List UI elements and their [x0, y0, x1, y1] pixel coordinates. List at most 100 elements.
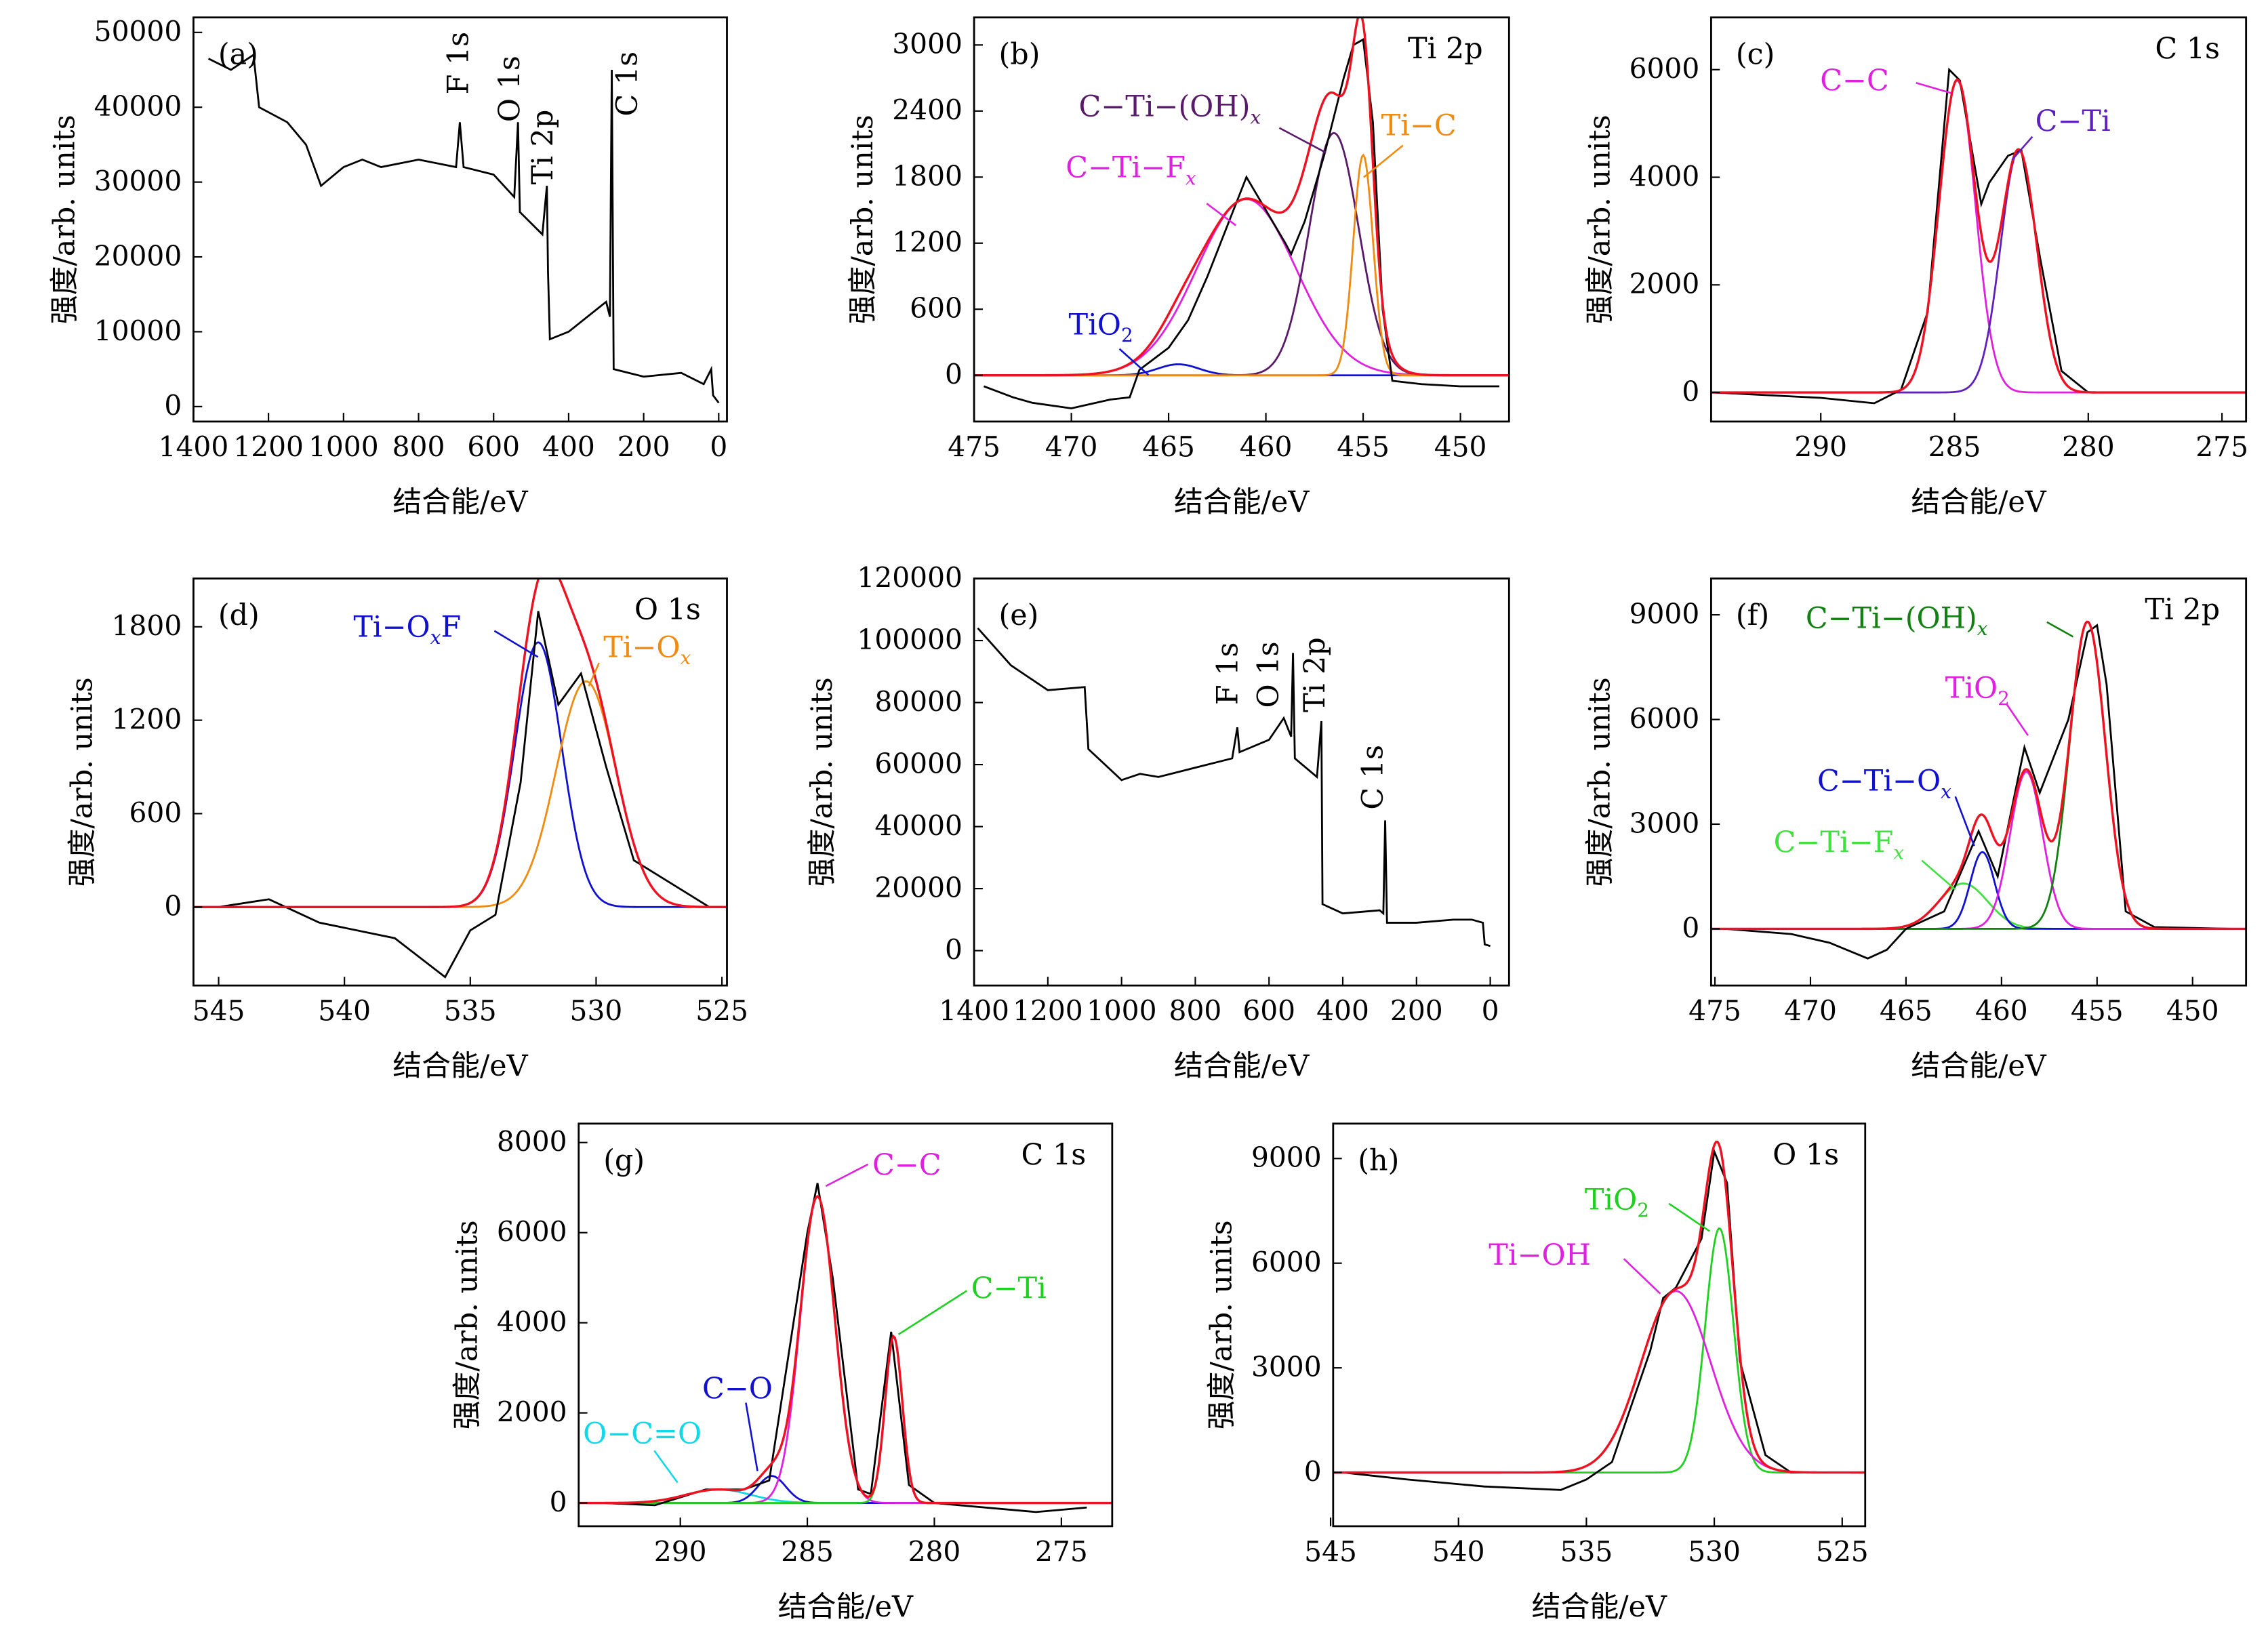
panel-f: 475 470 465 460 455 450 0 3000 6000 9000 结合能/eV 强度/… — [1583, 577, 2248, 1083]
y-tick-label: 9000 — [1251, 1141, 1322, 1174]
x-tick-label: 400 — [542, 430, 595, 463]
y-tick-label: 80000 — [874, 685, 963, 718]
label-main: C−Ti−(OH) — [1806, 601, 1977, 635]
x-tick-label: 800 — [392, 430, 445, 463]
label-main: TiO — [1068, 308, 1120, 342]
plot-area — [207, 53, 720, 404]
y-tick-label: 20000 — [874, 872, 963, 904]
leader-line — [653, 1450, 679, 1484]
x-tick-label: 280 — [2062, 430, 2115, 463]
fit-envelope — [193, 578, 727, 909]
x-tick-label: 285 — [1928, 430, 1981, 463]
x-tick-label: 475 — [1688, 995, 1741, 1027]
component-curve-0 — [1711, 882, 2246, 930]
plot-area — [578, 1183, 1112, 1513]
x-tick-label: 600 — [1242, 995, 1295, 1027]
panel-label: (f) — [1736, 598, 1769, 632]
y-tick-label: 0 — [945, 933, 963, 966]
component-curve-1 — [578, 1475, 1112, 1504]
component-label: Ti−Ox — [603, 630, 691, 669]
panel-label: (e) — [999, 598, 1039, 632]
leader-line — [1668, 1202, 1711, 1232]
y-tick-label: 0 — [1304, 1455, 1322, 1488]
y-tick-label: 600 — [129, 796, 182, 829]
label-sub: x — [681, 647, 691, 669]
leader-line — [825, 1163, 869, 1187]
label-main: Ti−C — [1381, 108, 1457, 142]
component-label: C−Ti−(OH)x — [1806, 601, 1988, 640]
panel-g: 290 285 280 275 0 2000 4000 6000 8000 结合能/eV 强度/ar… — [451, 1122, 1114, 1624]
x-tick-label: 460 — [1240, 430, 1293, 463]
y-tick-label: 50000 — [94, 16, 182, 48]
label-main: TiO — [1585, 1183, 1637, 1217]
leader-line — [1278, 127, 1327, 154]
leader-line — [2046, 621, 2074, 638]
panel-h: 545 540 535 530 525 0 3000 6000 9000 结合能/eV 强度/arb… — [1205, 1122, 1869, 1624]
leader-line — [1118, 348, 1150, 376]
x-tick-label: 1000 — [1087, 995, 1157, 1027]
x-tick-label: 285 — [781, 1535, 834, 1568]
leader-line — [588, 662, 600, 687]
y-tick-label: 2400 — [892, 94, 963, 127]
label-sub: 2 — [1998, 687, 2010, 710]
y-tick-label: 10000 — [94, 314, 182, 347]
label-main: Ti−O — [353, 610, 430, 644]
plot-area — [1711, 620, 2246, 960]
leader-line — [1916, 82, 1951, 94]
x-axis-label: 结合能/eV — [1911, 485, 2046, 519]
x-tick-label: 465 — [1142, 430, 1195, 463]
fit-envelope — [974, 17, 1510, 377]
plot-frame — [973, 16, 1510, 423]
component-curve-0 — [1333, 1227, 1865, 1473]
y-tick-label: 1200 — [892, 226, 963, 259]
y-tick-label: 60000 — [874, 748, 963, 780]
label-main: C−C — [872, 1148, 941, 1182]
x-tick-label: 1400 — [159, 430, 229, 463]
x-tick-label: 525 — [1816, 1535, 1869, 1568]
x-axis-label: 结合能/eV — [1174, 1049, 1310, 1083]
plot-frame — [1710, 577, 2248, 987]
component-label: TiO2 — [1068, 308, 1133, 346]
component-label: C−Ti — [971, 1271, 1047, 1305]
panel-label: (c) — [1736, 37, 1775, 71]
leader-line — [897, 1290, 968, 1335]
plot-area — [977, 627, 1491, 948]
core-level-label: O 1s — [1773, 1138, 1839, 1172]
y-tick-label: 2000 — [1629, 268, 1700, 300]
component-label: O−C=O — [583, 1417, 702, 1451]
x-tick-label: 535 — [444, 995, 497, 1027]
raw-spectrum — [983, 37, 1499, 409]
component-label: C−Ti−(OH)x — [1079, 90, 1261, 129]
x-tick-label: 455 — [2071, 995, 2124, 1027]
x-tick-label: 470 — [1784, 995, 1837, 1027]
component-label: Ti−C — [1381, 108, 1457, 142]
component-label: TiO2 — [1945, 671, 2010, 710]
leader-line — [1921, 859, 1956, 891]
label-sub: x — [1186, 167, 1196, 189]
x-axis-label: 结合能/eV — [1532, 1590, 1667, 1624]
y-tick-label: 6000 — [1251, 1246, 1322, 1279]
peak-label: Ti 2p — [526, 110, 560, 185]
label-main: C−Ti−(OH) — [1079, 90, 1251, 124]
y-tick-label: 600 — [910, 292, 963, 325]
x-tick-label: 0 — [1482, 995, 1499, 1027]
panel-e: 1400 1200 1000 800 600 400 200 0020000400006000… — [805, 561, 1510, 1083]
leader-line — [1954, 796, 1975, 847]
plot-frame — [578, 1122, 1114, 1528]
plot-area — [193, 578, 727, 979]
y-tick-label: 100000 — [857, 624, 963, 656]
label-post: F — [441, 610, 461, 644]
panel-label: (b) — [999, 37, 1040, 71]
fit-envelope — [578, 1195, 1112, 1505]
panel-label: (g) — [603, 1143, 645, 1177]
raw-spectrum — [1714, 67, 2223, 405]
component-label: C−O — [702, 1372, 773, 1406]
label-main: C−Ti — [971, 1271, 1047, 1305]
leader-line — [745, 1402, 758, 1471]
label-main: C−C — [1820, 64, 1889, 98]
component-curve-3 — [1711, 621, 2246, 930]
component-label: C−C — [1820, 64, 1889, 98]
component-label: C−Ti−Fx — [1066, 151, 1196, 190]
y-axis-label: 强度/arb. units — [805, 677, 839, 887]
